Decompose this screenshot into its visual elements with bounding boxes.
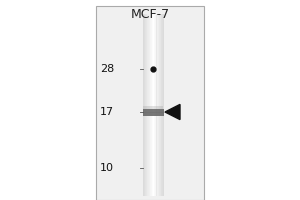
- Bar: [159, 14, 160, 196]
- Bar: [142, 14, 143, 196]
- Bar: [155, 14, 156, 196]
- Bar: [161, 14, 162, 196]
- Bar: [143, 106, 163, 108]
- Bar: [145, 14, 146, 196]
- Bar: [149, 14, 150, 196]
- Bar: [142, 108, 164, 116]
- Text: 28: 28: [100, 64, 114, 74]
- Bar: [148, 14, 149, 196]
- Bar: [144, 14, 145, 196]
- Text: MCF-7: MCF-7: [130, 8, 170, 21]
- Text: 10: 10: [100, 163, 114, 173]
- Bar: [142, 14, 164, 196]
- Text: 17: 17: [100, 107, 114, 117]
- Bar: [160, 14, 161, 196]
- Polygon shape: [165, 104, 180, 120]
- Bar: [153, 14, 154, 196]
- Bar: [147, 14, 148, 196]
- Bar: [150, 14, 151, 196]
- Bar: [143, 14, 144, 196]
- Bar: [157, 14, 158, 196]
- Bar: [162, 14, 163, 196]
- Bar: [146, 14, 147, 196]
- Bar: [158, 14, 159, 196]
- Bar: [151, 14, 152, 196]
- Bar: [96, 6, 204, 200]
- Bar: [152, 14, 153, 196]
- Bar: [154, 14, 155, 196]
- Bar: [156, 14, 157, 196]
- Bar: [163, 14, 164, 196]
